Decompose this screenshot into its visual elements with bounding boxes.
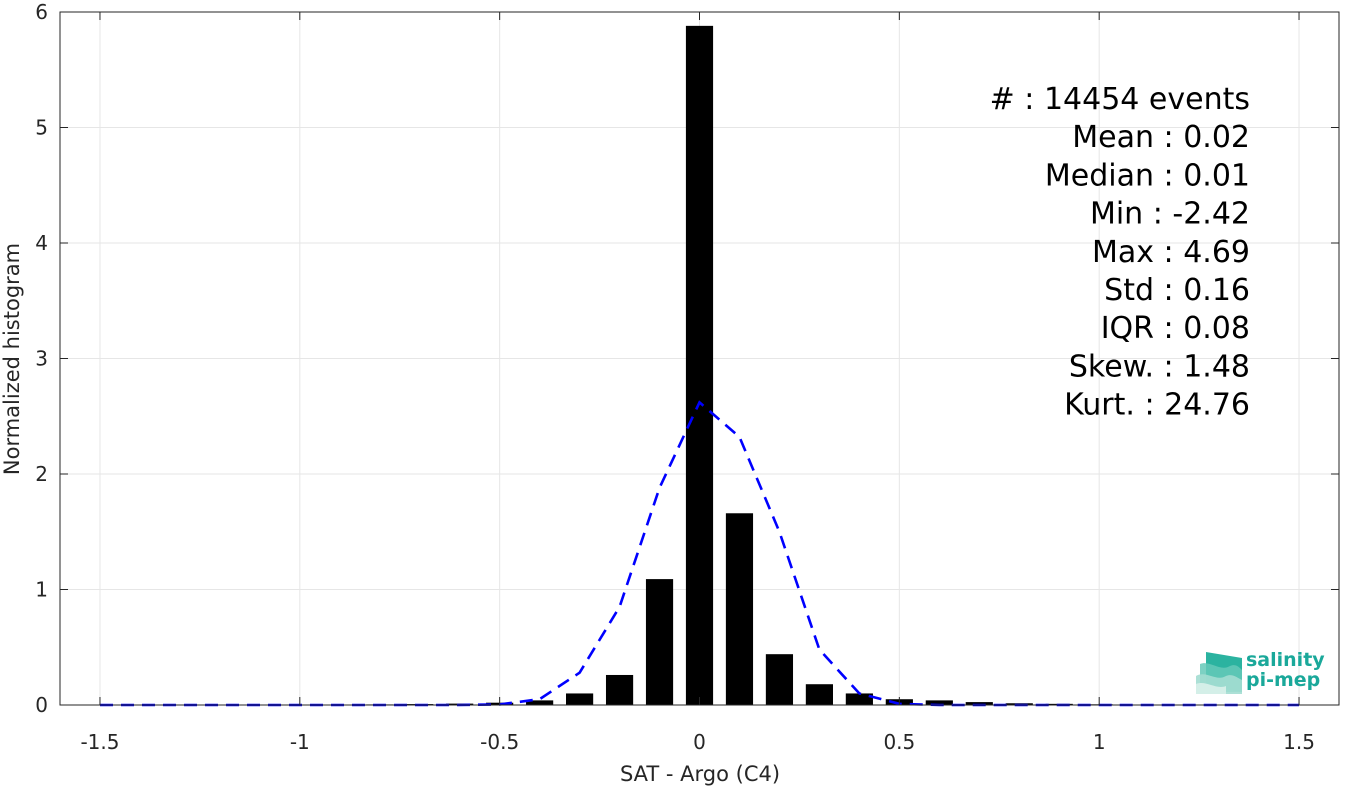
axis-ticks [60, 11, 1339, 706]
y-tick-labels: 0 1 2 3 4 5 6 [35, 0, 48, 717]
salinity-pi-mep-logo: salinity pi-mep [1196, 649, 1325, 694]
stat-line: Median : 0.01 [1045, 158, 1250, 193]
histogram-bars [86, 25, 1313, 706]
x-axis-label: SAT - Argo (C4) [620, 762, 780, 786]
y-axis-label: Normalized histogram [0, 243, 24, 475]
x-tick-label: 1 [1093, 730, 1106, 754]
x-tick-labels: -1.5 -1 -0.5 0 0.5 1 1.5 [80, 730, 1314, 754]
stat-line: Std : 0.16 [1104, 273, 1250, 308]
x-tick-label: 0.5 [883, 730, 915, 754]
stat-line: Min : -2.42 [1090, 197, 1250, 232]
y-tick-label: 1 [35, 578, 48, 602]
x-tick-label: -1 [290, 730, 310, 754]
histogram-bar [805, 684, 833, 705]
y-tick-label: 2 [35, 462, 48, 486]
y-tick-label: 3 [35, 347, 48, 371]
logo-line-1: salinity [1246, 649, 1325, 671]
y-tick-label: 4 [35, 231, 48, 255]
stat-line: Kurt. : 24.76 [1064, 388, 1250, 423]
histogram-bar [925, 700, 953, 705]
salinity-waves-icon [1196, 652, 1242, 694]
histogram-bar [685, 25, 714, 706]
stat-line: # : 14454 events [990, 82, 1250, 117]
histogram-bar [645, 579, 674, 705]
x-tick-label: 0 [693, 730, 706, 754]
histogram-bar [845, 693, 873, 705]
histogram-bar [965, 702, 993, 705]
histogram-bar [526, 700, 554, 705]
x-tick-label: -0.5 [480, 730, 519, 754]
y-tick-label: 0 [35, 693, 48, 717]
stat-line: Skew. : 1.48 [1069, 349, 1250, 384]
histogram-bar [725, 513, 754, 705]
x-tick-label: 1.5 [1283, 730, 1315, 754]
stat-line: IQR : 0.08 [1101, 311, 1250, 346]
stat-line: Mean : 0.02 [1072, 120, 1250, 155]
logo-line-2: pi-mep [1246, 669, 1320, 691]
stat-line: Max : 4.69 [1092, 235, 1250, 270]
histogram-bar [605, 674, 634, 705]
x-tick-label: -1.5 [80, 730, 119, 754]
histogram-bar [765, 654, 794, 705]
y-tick-label: 6 [35, 0, 48, 24]
histogram-bar [566, 693, 594, 705]
y-tick-label: 5 [35, 116, 48, 140]
